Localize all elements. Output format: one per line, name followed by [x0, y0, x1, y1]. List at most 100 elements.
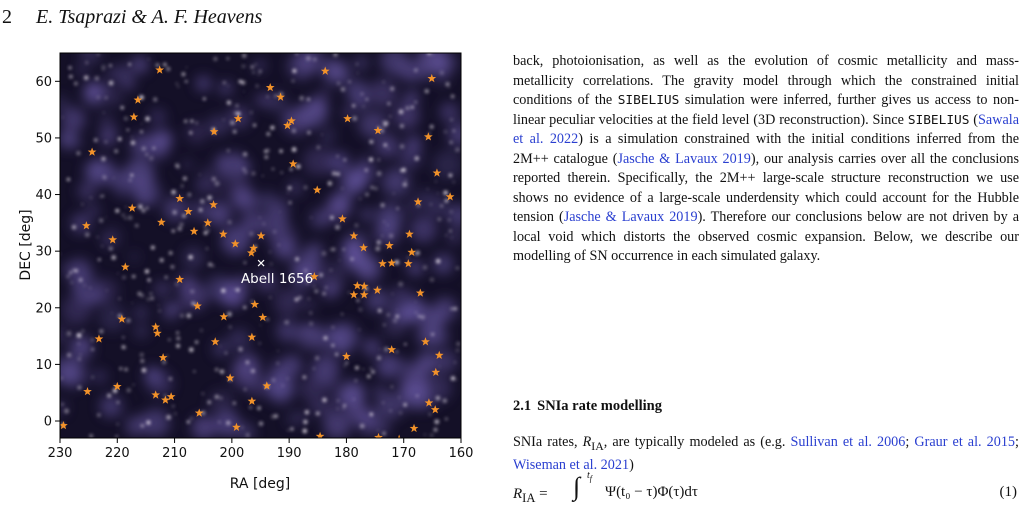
star-icon [373, 125, 383, 135]
star-icon [407, 247, 417, 257]
galaxy-dot [395, 350, 399, 353]
galaxy-dot [315, 411, 320, 416]
star-icon [385, 240, 394, 250]
galaxy-dot [416, 394, 419, 398]
p1-sim-name-1: SIBELIUS [617, 93, 680, 108]
galaxy-dot [226, 100, 231, 105]
galaxy-dot [398, 281, 404, 287]
galaxy-dot [342, 407, 345, 410]
filament-blob [409, 262, 421, 274]
galaxy-dot [398, 396, 400, 399]
body-paragraph-1: back, photoionisation, as well as the ev… [513, 52, 1019, 267]
galaxy-dot [269, 296, 272, 299]
galaxy-dot [353, 398, 355, 400]
galaxy-dot [309, 311, 313, 315]
galaxy-dot [77, 385, 82, 390]
galaxy-dot [238, 79, 242, 84]
galaxy-dot [453, 307, 458, 311]
galaxy-dot [227, 85, 230, 87]
galaxy-dot [449, 229, 452, 233]
filament-blob [77, 65, 88, 76]
filament-blob [381, 167, 411, 198]
galaxy-dot [445, 417, 448, 421]
star-icon [387, 258, 397, 267]
galaxy-dot [131, 136, 133, 139]
galaxy-dot [338, 259, 340, 262]
citation-link[interactable]: Jasche & Lavaux 2019 [563, 209, 698, 225]
galaxy-dot [325, 286, 328, 289]
galaxy-dot [420, 314, 425, 320]
filament-blob [191, 415, 216, 438]
galaxy-dot [435, 258, 441, 264]
galaxy-dot [78, 278, 83, 282]
filament-blob [85, 81, 103, 99]
citation-link[interactable]: Wiseman et al. 2021 [513, 457, 630, 474]
citation-link[interactable]: Sawala et al. 2022 [513, 111, 1019, 148]
galaxy-dot [181, 72, 186, 77]
galaxy-dot [115, 208, 120, 213]
filament-blob [365, 288, 389, 312]
star-icon [247, 396, 257, 405]
galaxy-dot [180, 313, 185, 318]
galaxy-dot [254, 63, 257, 66]
galaxy-dot [233, 111, 237, 115]
galaxy-dot [252, 71, 255, 74]
galaxy-dot [266, 95, 269, 98]
star-icon [359, 243, 368, 252]
star-icon [210, 337, 220, 346]
galaxy-dot [111, 255, 116, 260]
galaxy-dot [308, 298, 310, 300]
equation-equals: = [535, 486, 548, 502]
galaxy-dot [291, 79, 295, 83]
citation-link[interactable]: Sullivan et al. 2006 [790, 434, 906, 450]
galaxy-dot [315, 356, 320, 361]
galaxy-dot [426, 188, 429, 190]
star-icon [183, 206, 193, 216]
galaxy-dot [450, 236, 453, 239]
galaxy-dot [270, 262, 273, 265]
galaxy-dot [230, 120, 235, 126]
galaxy-dot [233, 130, 236, 133]
galaxy-dot [120, 105, 124, 110]
filament-blob [106, 69, 115, 78]
galaxy-dot [227, 220, 232, 225]
galaxy-dot [115, 435, 118, 438]
galaxy-dot [102, 68, 105, 71]
galaxy-dot [434, 419, 440, 425]
galaxy-dot [140, 423, 145, 428]
filament-blob [302, 325, 314, 337]
filament-blob [410, 215, 437, 243]
cluster-annotation: Abell 1656 [241, 259, 313, 287]
galaxy-dot [358, 328, 361, 331]
galaxy-dot [442, 398, 447, 403]
citation-link[interactable]: Jasche & Lavaux 2019 [617, 150, 751, 167]
galaxy-dot [414, 68, 418, 72]
galaxy-dot [448, 86, 450, 89]
galaxy-dot [451, 377, 454, 380]
star-icon [209, 127, 219, 136]
galaxy-dot [278, 244, 280, 246]
galaxy-dot [274, 94, 278, 98]
galaxy-dot [141, 208, 146, 213]
galaxy-dot [305, 55, 311, 61]
galaxy-dot [171, 229, 175, 233]
galaxy-dot [431, 332, 435, 336]
filament-blob [412, 361, 429, 378]
galaxy-dot [198, 208, 203, 212]
star-icon [434, 350, 444, 360]
galaxy-dot [176, 344, 180, 348]
star-icon [320, 66, 330, 75]
star-icon [312, 185, 322, 194]
citation-link[interactable]: Graur et al. 2015 [914, 434, 1016, 450]
filament-blob [447, 204, 461, 228]
galaxy-dot [249, 231, 254, 236]
galaxy-dot [391, 292, 394, 295]
galaxy-dot [271, 378, 276, 383]
galaxy-dot [243, 261, 247, 264]
galaxy-dot [352, 104, 356, 108]
star-icon [372, 285, 382, 294]
galaxy-dot [219, 345, 221, 347]
galaxy-dot [152, 146, 156, 150]
x-axis-label: RA [deg] [230, 476, 291, 492]
galaxy-dot [122, 336, 125, 339]
